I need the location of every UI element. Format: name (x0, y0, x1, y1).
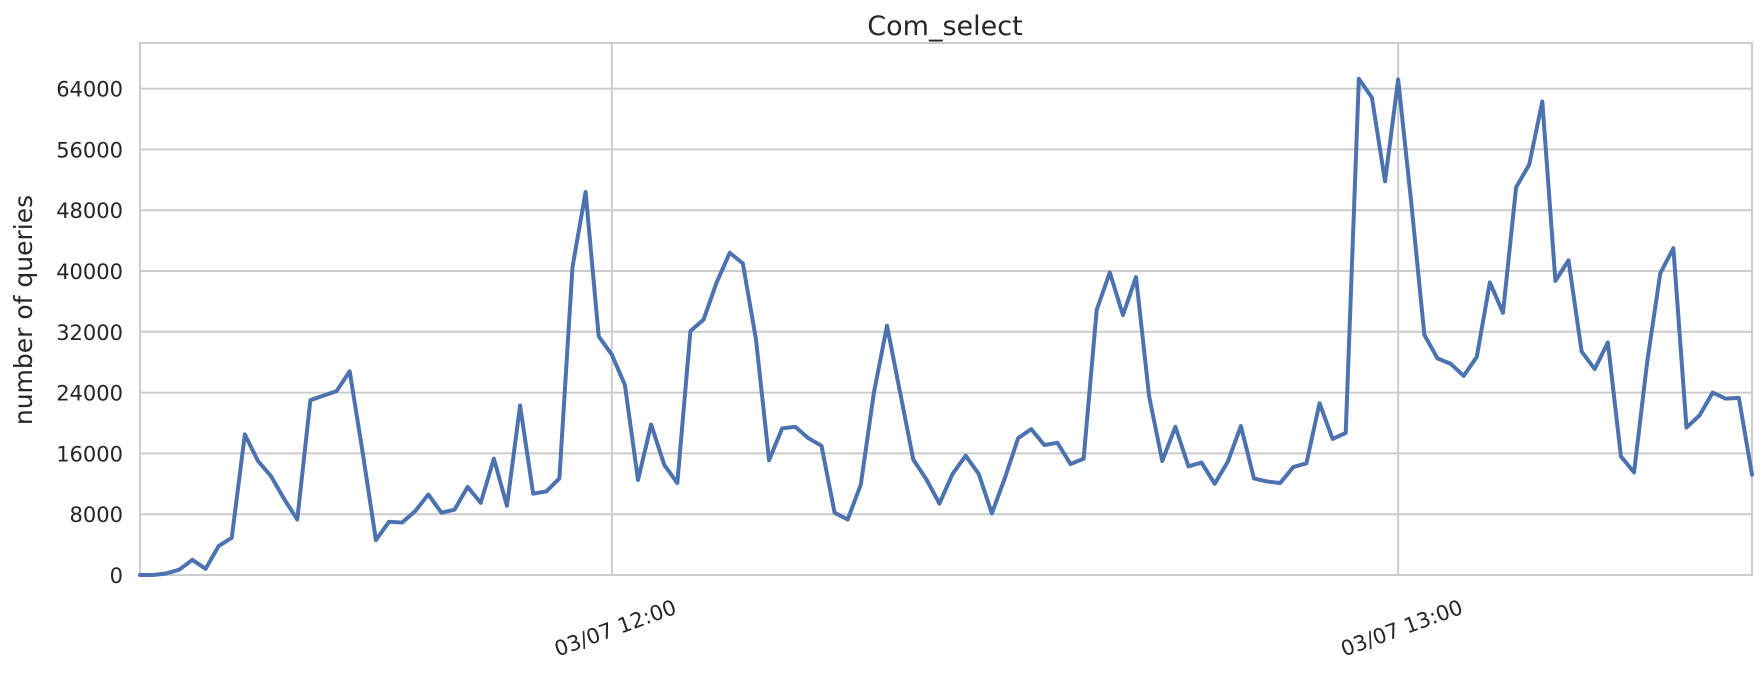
series-line (138, 76, 1754, 577)
y-tick-label: 48000 (56, 199, 123, 223)
y-tick-label: 8000 (70, 503, 123, 527)
y-axis-label: number of queries (9, 195, 38, 425)
y-axis-ticks: 0 8000 16000 24000 32000 40000 48000 56000 64000 (56, 78, 123, 588)
y-tick-label: 24000 (56, 382, 123, 406)
y-tick-label: 56000 (56, 138, 123, 162)
y-tick-label: 0 (110, 564, 123, 588)
x-tick-label: 03/07 13:00 (1338, 595, 1466, 661)
grid-lines (140, 43, 1752, 576)
y-tick-label: 64000 (56, 78, 123, 102)
x-axis-ticks: 03/07 12:00 03/07 13:00 (551, 595, 1466, 661)
x-tick-label: 03/07 12:00 (551, 595, 679, 661)
chart-title: Com_select (867, 11, 1022, 42)
y-tick-label: 16000 (56, 442, 123, 466)
y-tick-label: 40000 (56, 260, 123, 284)
plot-frame (139, 42, 1753, 576)
y-tick-label: 32000 (56, 321, 123, 345)
